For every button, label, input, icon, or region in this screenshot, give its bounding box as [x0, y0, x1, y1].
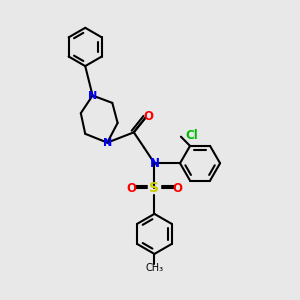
Text: O: O [143, 110, 153, 123]
Text: N: N [103, 138, 112, 148]
Text: O: O [172, 182, 182, 195]
Text: CH₃: CH₃ [146, 263, 164, 273]
Text: Cl: Cl [185, 129, 198, 142]
Text: S: S [149, 181, 159, 195]
Text: N: N [88, 91, 97, 100]
Text: O: O [127, 182, 136, 195]
Text: N: N [149, 157, 159, 170]
